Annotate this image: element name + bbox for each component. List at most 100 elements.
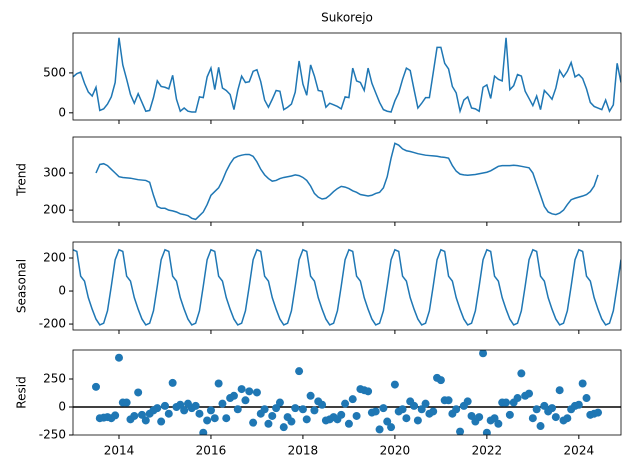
point xyxy=(525,389,534,398)
point xyxy=(287,417,296,426)
point xyxy=(206,406,215,415)
point xyxy=(137,410,146,419)
x-tick-label: 2020 xyxy=(380,444,411,458)
point xyxy=(153,404,162,413)
point xyxy=(536,422,545,431)
axes-frame xyxy=(72,349,622,436)
y-tick-label: 0 xyxy=(58,105,66,119)
point xyxy=(318,400,327,409)
point xyxy=(111,411,120,420)
point xyxy=(203,416,212,425)
point xyxy=(429,407,438,416)
point xyxy=(344,419,353,428)
axes-frame xyxy=(72,32,622,121)
y-tick-label: -250 xyxy=(39,428,66,442)
point xyxy=(467,411,476,420)
point xyxy=(134,388,143,397)
point xyxy=(540,401,549,410)
point xyxy=(410,401,419,410)
point xyxy=(241,396,250,405)
point xyxy=(91,382,100,391)
y-axis-label: Seasonal xyxy=(15,259,29,313)
point xyxy=(398,405,407,414)
x-tick-label: 2022 xyxy=(472,444,503,458)
point xyxy=(452,405,461,414)
point xyxy=(594,408,603,417)
x-tick-label: 2016 xyxy=(196,444,227,458)
point xyxy=(191,401,200,410)
point xyxy=(375,425,384,434)
point xyxy=(291,404,300,413)
point xyxy=(517,369,526,378)
point xyxy=(505,410,514,419)
point xyxy=(260,405,269,414)
point xyxy=(306,391,315,400)
y-tick-label: 0 xyxy=(58,400,66,414)
point xyxy=(528,414,537,423)
point xyxy=(237,385,246,394)
point xyxy=(456,427,465,435)
point xyxy=(548,404,557,413)
point xyxy=(582,394,591,403)
point xyxy=(494,419,503,428)
point xyxy=(532,405,541,414)
point xyxy=(249,418,258,427)
point xyxy=(199,428,208,435)
point xyxy=(475,413,484,422)
series-line xyxy=(95,142,599,221)
point xyxy=(413,416,422,425)
point xyxy=(168,378,177,387)
point xyxy=(348,395,357,404)
point xyxy=(490,414,499,423)
point xyxy=(390,380,399,389)
point xyxy=(383,417,392,426)
series-line xyxy=(73,248,621,326)
point xyxy=(141,416,150,425)
point xyxy=(436,376,445,385)
point xyxy=(195,409,204,418)
point xyxy=(264,419,273,428)
y-axis-label: Trend xyxy=(15,163,29,197)
point xyxy=(513,394,522,403)
axes-frame xyxy=(72,136,622,223)
point xyxy=(295,367,304,376)
point xyxy=(402,414,411,423)
y-axis-label: Resid xyxy=(15,376,29,408)
y-tick-label: 250 xyxy=(43,372,66,386)
point xyxy=(222,414,231,423)
point xyxy=(214,379,223,388)
point xyxy=(574,400,583,409)
y-tick-label: 0 xyxy=(58,284,66,298)
point xyxy=(252,388,261,397)
point xyxy=(272,404,281,413)
point xyxy=(122,398,131,407)
point xyxy=(310,406,319,415)
point xyxy=(176,400,185,409)
point xyxy=(352,411,361,420)
point xyxy=(578,379,587,388)
x-tick-label: 2014 xyxy=(104,444,135,458)
point xyxy=(482,428,491,435)
point xyxy=(337,410,346,419)
point xyxy=(302,415,311,424)
point xyxy=(275,398,284,407)
point xyxy=(502,398,511,407)
point xyxy=(555,386,564,395)
point xyxy=(233,405,242,414)
point xyxy=(444,396,453,405)
point xyxy=(268,411,277,420)
axes-frame xyxy=(72,241,622,331)
point xyxy=(130,411,139,420)
point xyxy=(229,391,238,400)
point xyxy=(387,423,396,432)
point xyxy=(371,407,380,416)
point xyxy=(463,397,472,406)
point xyxy=(563,414,572,423)
point xyxy=(157,417,166,426)
point xyxy=(160,401,169,410)
point xyxy=(114,353,123,362)
y-tick-label: 200 xyxy=(43,203,66,217)
point xyxy=(364,387,373,396)
y-tick-label: 200 xyxy=(43,251,66,265)
